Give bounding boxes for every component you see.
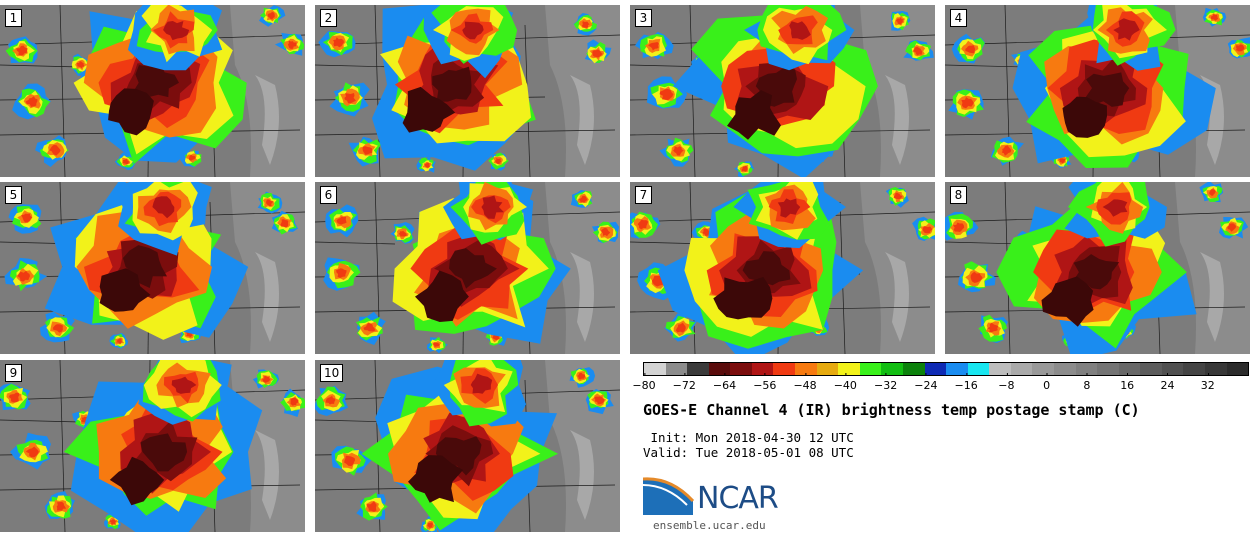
colorbar-tick-label: −48 [793,379,817,392]
colorbar-tick-label: −56 [753,379,777,392]
colorbar-segment [751,363,774,375]
colorbar-segment [967,363,990,375]
colorbar-tick: −40 [833,373,857,392]
colorbar-tick: −80 [632,373,656,392]
colorbar-segment [1075,363,1098,375]
colorbar-segment [1140,363,1162,375]
colorbar-tick: −72 [672,373,696,392]
colorbar-tick: 8 [1083,373,1091,392]
panel-number: 8 [950,186,967,204]
ir-map [315,5,620,177]
colorbar-tick-label: −16 [954,379,978,392]
colorbar-segment [859,363,882,375]
colorbar-segment [1205,363,1227,375]
colorbar-tick: −8 [998,373,1015,392]
colorbar-tick-label: −64 [712,379,737,392]
panel-number: 2 [320,9,337,27]
colorbar-segment [816,363,839,375]
colorbar-tick: 24 [1160,373,1175,392]
colorbar-segment [730,363,752,375]
colorbar-tick: 0 [1043,373,1051,392]
colorbar-tick-label: 32 [1200,379,1215,392]
panel-number: 7 [635,186,652,204]
ir-map [0,360,305,532]
colorbar-segment [1226,363,1249,375]
colorbar-segment [1161,363,1184,375]
panel-5: 5 [0,182,305,354]
ir-map [0,5,305,177]
colorbar-segment [838,363,860,375]
ir-map [630,182,935,354]
init-time: Init: Mon 2018-04-30 12 UTC [643,430,854,445]
colorbar-segment [1097,363,1119,375]
panel-number: 6 [320,186,337,204]
colorbar-segment [881,363,903,375]
colorbar-tick-label: 8 [1083,379,1091,392]
colorbar-tick-label: −24 [914,379,938,392]
panel-3: 3 [630,5,935,177]
colorbar-tick: −24 [914,373,938,392]
colorbar-tick: −32 [873,373,898,392]
colorbar-segment [708,363,731,375]
panel-number: 1 [5,9,22,27]
ncar-logo: NCAR ensemble.ucar.edu [643,475,803,532]
panel-4: 4 [945,5,1250,177]
panel-8: 8 [945,182,1250,354]
panel-1: 1 [0,5,305,177]
panel-7: 7 [630,182,935,354]
colorbar-tick: 16 [1120,373,1135,392]
colorbar-segment [1118,363,1141,375]
panel-10: 10 [315,360,620,532]
panel-6: 6 [315,182,620,354]
panel-number: 10 [320,364,344,382]
colorbar-tick-label: 24 [1160,379,1175,392]
chart-title: GOES-E Channel 4 (IR) brightness temp po… [643,401,1140,419]
colorbar-tick-label: −40 [833,379,857,392]
colorbar-tick: −64 [712,373,737,392]
panel-number: 5 [5,186,22,204]
ncar-logo-icon [643,477,695,515]
colorbar-segment [795,363,817,375]
colorbar-tick-label: −8 [998,379,1015,392]
colorbar-segment [1010,363,1033,375]
colorbar-segment [989,363,1011,375]
colorbar [643,362,1249,376]
colorbar-segment [773,363,796,375]
colorbar-tick: −48 [793,373,817,392]
panel-number: 3 [635,9,652,27]
ir-map [630,5,935,177]
panel-2: 2 [315,5,620,177]
colorbar-segment [924,363,947,375]
colorbar-segment [665,363,688,375]
panel-9: 9 [0,360,305,532]
ncar-wordmark: NCAR [697,481,779,516]
colorbar-tick: 32 [1200,373,1215,392]
colorbar-tick-label: −32 [873,379,898,392]
ncar-url: ensemble.ucar.edu [653,519,766,532]
colorbar-tick-label: 16 [1120,379,1135,392]
colorbar-tick-label: 0 [1043,379,1051,392]
ir-map [0,182,305,354]
colorbar-segment [644,363,666,375]
colorbar-segment [946,363,968,375]
colorbar-segment [1183,363,1206,375]
colorbar-tick: −16 [954,373,978,392]
colorbar-segment [902,363,925,375]
panel-number: 9 [5,364,22,382]
colorbar-tick-label: −72 [672,379,696,392]
ir-map [315,182,620,354]
ir-map [315,360,620,532]
colorbar-tick: −56 [753,373,777,392]
panel-number: 4 [950,9,967,27]
ir-map [945,182,1250,354]
colorbar-segment [1032,363,1054,375]
colorbar-tick-label: −80 [632,379,656,392]
colorbar-segment [687,363,709,375]
ir-map [945,5,1250,177]
colorbar-ticks: −80 −72 −64 −56 −48 −40 −32 −24 −16 −8 0 8 16 24 32 [632,373,1249,395]
valid-time: Valid: Tue 2018-05-01 08 UTC [643,445,854,460]
colorbar-segment [1053,363,1076,375]
